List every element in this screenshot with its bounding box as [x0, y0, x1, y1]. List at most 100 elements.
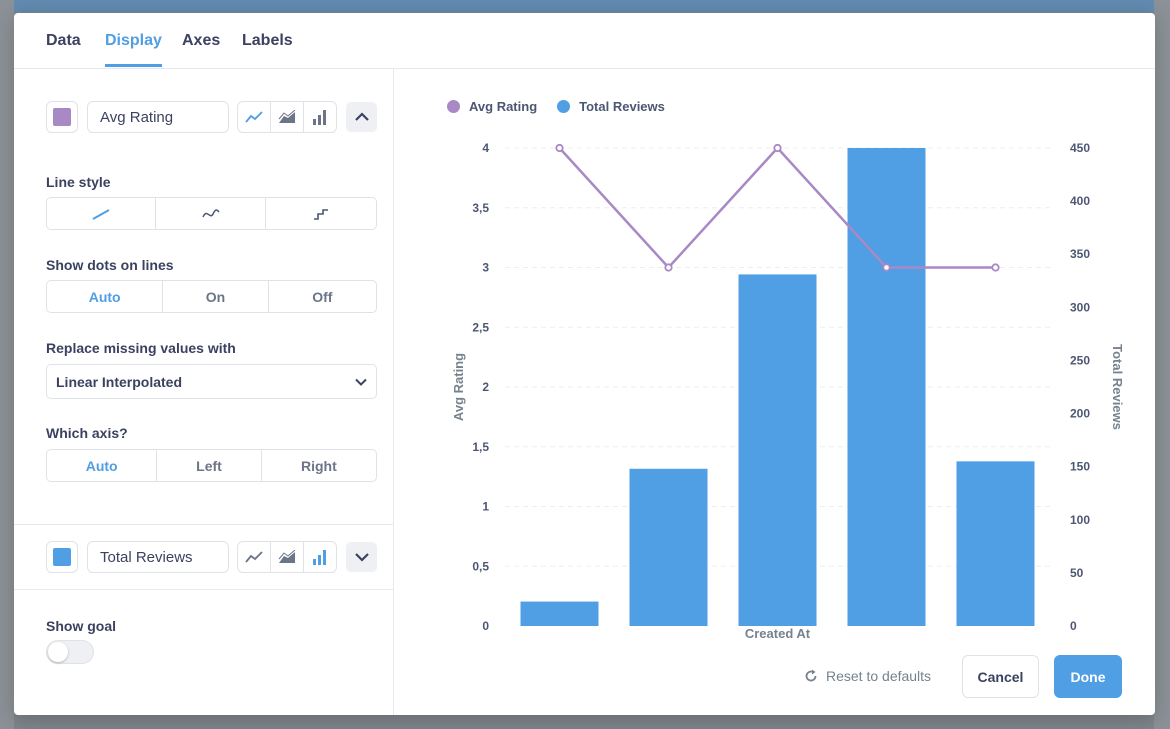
- line-style-label: Line style: [46, 174, 111, 190]
- line-style-curve[interactable]: [156, 198, 266, 229]
- left-tick-label: 1,5: [472, 440, 489, 454]
- color-swatch: [53, 108, 71, 126]
- curve-line-icon: [201, 208, 220, 217]
- axis-auto[interactable]: Auto: [47, 450, 158, 481]
- right-axis-title: Total Reviews: [1110, 344, 1125, 430]
- line-point: [882, 263, 891, 272]
- left-tick-label: 3,5: [472, 201, 489, 215]
- line-point: [991, 263, 1000, 272]
- settings-modal: Data Display Axes Labels: [14, 13, 1155, 715]
- reset-label: Reset to defaults: [826, 668, 932, 684]
- area-chart-icon: [278, 550, 296, 563]
- chevron-down-icon: [355, 378, 367, 386]
- right-tick-label: 0: [1070, 619, 1077, 633]
- bar-type-button[interactable]: [304, 542, 336, 572]
- x-axis-title: Created At: [745, 626, 811, 641]
- bar-type-button[interactable]: [304, 102, 336, 132]
- linear-line-icon: [92, 208, 110, 220]
- right-tick-label: 150: [1070, 460, 1090, 474]
- bar-chart-icon: [313, 550, 326, 565]
- reset-to-defaults-button[interactable]: Reset to defaults: [804, 668, 931, 684]
- show-dots-on[interactable]: On: [163, 281, 269, 312]
- backdrop-right: [1154, 0, 1170, 729]
- legend-label: Total Reviews: [579, 99, 665, 114]
- color-picker-button[interactable]: [46, 541, 78, 573]
- right-tick-label: 400: [1070, 194, 1090, 208]
- show-dots-off[interactable]: Off: [312, 288, 333, 305]
- legend-item-total-reviews[interactable]: Total Reviews: [557, 99, 665, 114]
- chevron-up-icon: [354, 112, 369, 121]
- bar: [956, 461, 1035, 626]
- divider: [14, 524, 394, 525]
- chart-legend: Avg Rating Total Reviews: [447, 99, 665, 114]
- line-point: [555, 143, 564, 153]
- display-type-group: [237, 541, 337, 573]
- axis-right[interactable]: Right: [300, 457, 337, 474]
- bar: [520, 601, 599, 626]
- toggle-knob: [48, 642, 68, 662]
- line-type-button[interactable]: [238, 542, 271, 572]
- show-dots-label: Show dots on lines: [46, 257, 174, 273]
- display-type-group: [237, 101, 337, 133]
- done-button[interactable]: Done: [1054, 655, 1122, 698]
- missing-values-select[interactable]: Linear Interpolated: [46, 364, 377, 399]
- left-tick-label: 1: [482, 500, 489, 514]
- show-goal-toggle[interactable]: [46, 640, 94, 664]
- left-tick-label: 0: [482, 619, 489, 633]
- series-row-avg-rating: [46, 101, 377, 135]
- divider: [14, 589, 394, 590]
- color-swatch: [53, 548, 71, 566]
- area-type-button[interactable]: [271, 102, 304, 132]
- left-tick-label: 2: [482, 380, 489, 394]
- legend-dot: [557, 100, 571, 113]
- legend-item-avg-rating[interactable]: Avg Rating: [447, 99, 537, 114]
- line-style-group: [46, 197, 377, 230]
- collapse-series-button[interactable]: [346, 102, 377, 132]
- series-name-input[interactable]: [87, 541, 229, 573]
- left-tick-label: 4: [482, 141, 489, 155]
- backdrop-left: [0, 0, 14, 729]
- bar: [738, 274, 817, 626]
- left-tick-label: 3: [482, 261, 489, 275]
- bar: [847, 148, 926, 626]
- settings-pane: Line style Show dots on lines Auto On Of…: [14, 69, 394, 715]
- tab-data[interactable]: Data: [46, 32, 81, 49]
- line-point: [664, 263, 673, 272]
- line-style-linear[interactable]: [47, 198, 157, 229]
- bar-chart-icon: [313, 110, 326, 125]
- missing-values-value: Linear Interpolated: [56, 373, 183, 390]
- left-tick-label: 0,5: [472, 559, 489, 573]
- left-axis-title: Avg Rating: [451, 353, 466, 421]
- show-dots-group: Auto On Off: [46, 280, 377, 313]
- right-tick-label: 250: [1070, 353, 1090, 367]
- tab-axes[interactable]: Axes: [182, 32, 221, 49]
- line-chart-icon: [245, 111, 263, 123]
- right-tick-label: 50: [1070, 566, 1084, 580]
- chevron-down-icon: [354, 553, 369, 562]
- show-dots-auto[interactable]: Auto: [47, 281, 164, 312]
- right-tick-label: 300: [1070, 300, 1090, 314]
- right-tick-label: 350: [1070, 247, 1090, 261]
- cancel-button[interactable]: Cancel: [962, 655, 1039, 698]
- line-type-button[interactable]: [238, 102, 271, 132]
- legend-dot: [447, 100, 460, 113]
- line-style-step[interactable]: [266, 198, 376, 229]
- color-picker-button[interactable]: [46, 101, 78, 133]
- legend-label: Avg Rating: [469, 99, 538, 114]
- tab-labels[interactable]: Labels: [242, 32, 293, 49]
- bar: [629, 468, 708, 626]
- area-type-button[interactable]: [271, 542, 304, 572]
- expand-series-button[interactable]: [346, 542, 377, 572]
- right-tick-label: 200: [1070, 407, 1090, 421]
- axis-left[interactable]: Left: [157, 450, 262, 481]
- chart: 0 0,5 1 1,5 2 2,5 3 3,5 4 0 50 100 150 200 250 300 350 40…: [451, 141, 1125, 641]
- series-row-total-reviews: [46, 541, 377, 575]
- which-axis-group: Auto Left Right: [46, 449, 377, 482]
- tab-display[interactable]: Display: [105, 32, 162, 67]
- series-name-input[interactable]: [87, 101, 229, 133]
- which-axis-label: Which axis?: [46, 425, 128, 441]
- reset-icon: [805, 669, 817, 682]
- left-tick-label: 2,5: [472, 320, 489, 334]
- missing-values-label: Replace missing values with: [46, 340, 236, 356]
- line-chart-icon: [245, 551, 263, 563]
